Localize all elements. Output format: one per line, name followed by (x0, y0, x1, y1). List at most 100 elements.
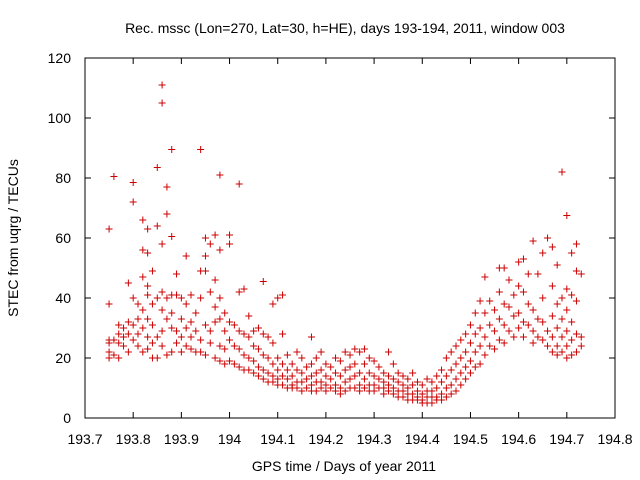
data-point (312, 354, 320, 362)
data-point (105, 225, 113, 233)
data-point (226, 231, 234, 239)
data-point (235, 327, 243, 335)
data-point (317, 384, 325, 392)
data-point (226, 336, 234, 344)
data-point (351, 372, 359, 380)
data-point (336, 384, 344, 392)
data-point (529, 327, 537, 335)
data-point (539, 294, 547, 302)
x-tick-label: 194.2 (308, 431, 343, 447)
data-point (110, 173, 118, 180)
data-point (144, 291, 152, 299)
data-point (553, 261, 561, 269)
data-point (466, 357, 474, 365)
data-point (510, 333, 518, 341)
data-point (322, 381, 330, 389)
data-point (274, 354, 282, 362)
x-tick-label: 194.6 (501, 431, 536, 447)
data-point (577, 342, 585, 350)
data-point (307, 381, 315, 389)
data-point (279, 372, 287, 380)
data-point (153, 333, 161, 341)
data-point (230, 360, 238, 368)
data-point (428, 378, 436, 386)
data-point (495, 315, 503, 323)
data-point (173, 339, 181, 347)
data-point (370, 387, 378, 395)
data-point (279, 381, 287, 389)
x-axis-label: GPS time / Days of year 2011 (252, 458, 436, 474)
data-point (500, 264, 508, 272)
data-point (466, 321, 474, 329)
data-point (481, 309, 489, 317)
data-point (356, 369, 364, 377)
data-point (476, 297, 484, 305)
data-point (385, 348, 393, 356)
data-point (452, 375, 460, 383)
data-point (177, 348, 185, 356)
data-point (510, 312, 518, 320)
data-point (274, 366, 282, 374)
data-point (158, 327, 166, 335)
data-point (322, 360, 330, 368)
data-point (558, 294, 566, 302)
data-point (529, 306, 537, 314)
data-point (385, 387, 393, 395)
data-point (399, 393, 407, 401)
data-point (173, 291, 181, 299)
data-point (216, 294, 224, 302)
data-point (148, 339, 156, 347)
data-point (274, 294, 282, 302)
data-point (332, 354, 340, 362)
data-point (351, 384, 359, 392)
data-point (192, 309, 200, 317)
data-point (134, 342, 142, 350)
data-point (524, 321, 532, 329)
data-point (148, 267, 156, 275)
data-point (360, 345, 368, 353)
data-point (572, 330, 580, 338)
data-point (486, 321, 494, 329)
data-point (457, 354, 465, 362)
data-point (216, 357, 224, 365)
data-point (192, 327, 200, 335)
data-point (144, 225, 152, 233)
data-point (120, 342, 128, 350)
data-point (158, 81, 166, 89)
data-point (206, 288, 214, 296)
data-point (322, 372, 330, 380)
data-point (548, 282, 556, 290)
data-point (221, 327, 229, 335)
data-point (351, 345, 359, 353)
data-point (269, 360, 277, 368)
data-point (317, 378, 325, 386)
data-point (515, 258, 523, 266)
data-point (211, 303, 219, 311)
data-point (293, 366, 301, 374)
y-tick-labels: 0 20 40 60 80 100 120 (48, 50, 72, 426)
data-point (303, 363, 311, 371)
data-point (418, 390, 426, 398)
data-point (577, 333, 585, 341)
data-point (389, 360, 397, 368)
data-point (486, 342, 494, 350)
data-point (519, 288, 527, 296)
data-point (356, 381, 364, 389)
data-point (197, 336, 205, 344)
data-point (235, 180, 243, 188)
data-point (288, 372, 296, 380)
data-point (312, 369, 320, 377)
data-point (259, 330, 267, 338)
data-point (539, 336, 547, 344)
data-point (399, 372, 407, 380)
data-point (139, 324, 147, 332)
data-point (447, 366, 455, 374)
data-point (466, 339, 474, 347)
data-point (322, 387, 330, 395)
data-point (481, 273, 489, 281)
data-point (264, 354, 272, 362)
data-point (259, 366, 267, 374)
x-tick-label: 194.1 (260, 431, 295, 447)
x-tick-label: 194 (218, 431, 242, 447)
data-point (153, 354, 161, 362)
